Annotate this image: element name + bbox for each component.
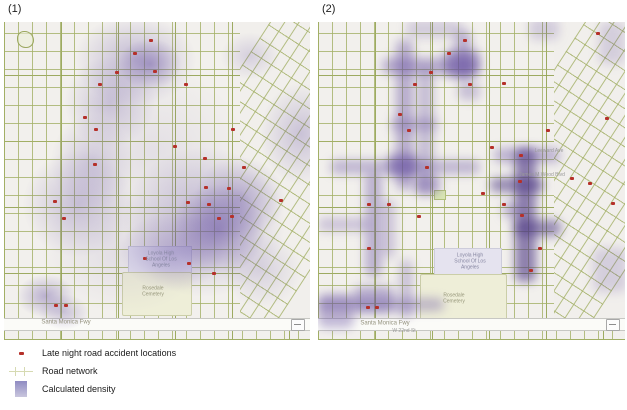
accident-dot [184,83,188,86]
accident-dot [64,304,68,307]
panel-1-label: (1) [8,3,22,15]
accident-dot [425,166,429,169]
accident-dot [367,203,371,206]
place-label: Rosedale Cemetery [142,285,164,297]
basemap-attribution-icon [606,319,620,331]
accident-dot [367,247,371,250]
freeway-band [318,318,625,331]
accident-dot [502,203,506,206]
accident-dot [279,199,283,202]
place-labels-layer: Loyola High School Of Los Angeles Rosedal… [318,22,625,340]
accident-dot [98,83,102,86]
accident-dot [502,82,506,85]
diagonal-street-grid [554,22,625,318]
legend-item-label: Road network [42,366,98,376]
freeway-band [4,318,310,331]
place-label: James M Wood Blvd [519,172,565,179]
map-panel-2: Loyola High School Of Los Angeles Rosedal… [318,22,625,340]
map-panel-1: Loyola High School Of Los Angeles Rosedal… [4,22,310,340]
accident-dot [463,39,467,42]
accident-dot [94,128,98,131]
accident-dot [490,146,494,149]
accident-dot [375,306,379,309]
place-labels-layer: Loyola High School Of Los Angeles Rosedal… [4,22,310,340]
legend-item-road-network: Road network [6,362,306,380]
accident-dot [203,157,207,160]
school-block [434,248,502,278]
accident-dot [62,217,66,220]
accident-dot [417,215,421,218]
accident-dot [231,128,235,131]
accident-dot [570,177,574,180]
density-gradient-icon [6,381,36,397]
accident-dot [387,203,391,206]
place-label: Loyola High School Of Los Angeles [454,252,486,270]
accident-dot [605,117,609,120]
accident-dot [53,200,57,203]
panel-2-label: (2) [322,3,336,15]
accident-dot [413,83,417,86]
park-patch [434,190,446,200]
accident-dot [133,52,137,55]
accident-dot [242,166,246,169]
accident-dot [115,71,119,74]
park-outline [17,31,34,48]
place-label: Santa Monica Fwy [41,319,91,326]
accident-dot [83,116,87,119]
accident-dot [366,306,370,309]
cemetery-block [122,272,192,316]
legend-item-label: Late night road accident locations [42,348,177,358]
legend: Late night road accident locations Road … [6,344,306,398]
accident-dot [149,39,153,42]
accident-dot [596,32,600,35]
legend-item-accidents: Late night road accident locations [6,344,306,362]
accident-dot [546,129,550,132]
legend-item-density: Calculated density [6,380,306,398]
basemap-attribution-icon [291,319,305,331]
accident-dot [481,192,485,195]
accident-dot [54,304,58,307]
accident-dot-icon [6,351,36,355]
accident-dot [93,163,97,166]
road-line-icon [6,366,36,376]
accident-dot [468,83,472,86]
accident-dot [173,145,177,148]
accident-dot [407,129,411,132]
place-label: Santa Monica Fwy [360,320,410,327]
legend-item-label: Calculated density [42,384,116,394]
accident-dot [611,202,615,205]
place-label: W 22nd St [392,328,416,335]
accident-dot [538,247,542,250]
place-label: Rosedale Cemetery [443,292,465,304]
accident-dot [588,182,592,185]
accident-dot [153,70,157,73]
accident-dot [429,71,433,74]
accident-dot [398,113,402,116]
place-label: Loyola High School Of Los Angeles [145,250,177,268]
place-label: Leeward Ave [534,148,564,155]
accident-dot [143,257,147,260]
